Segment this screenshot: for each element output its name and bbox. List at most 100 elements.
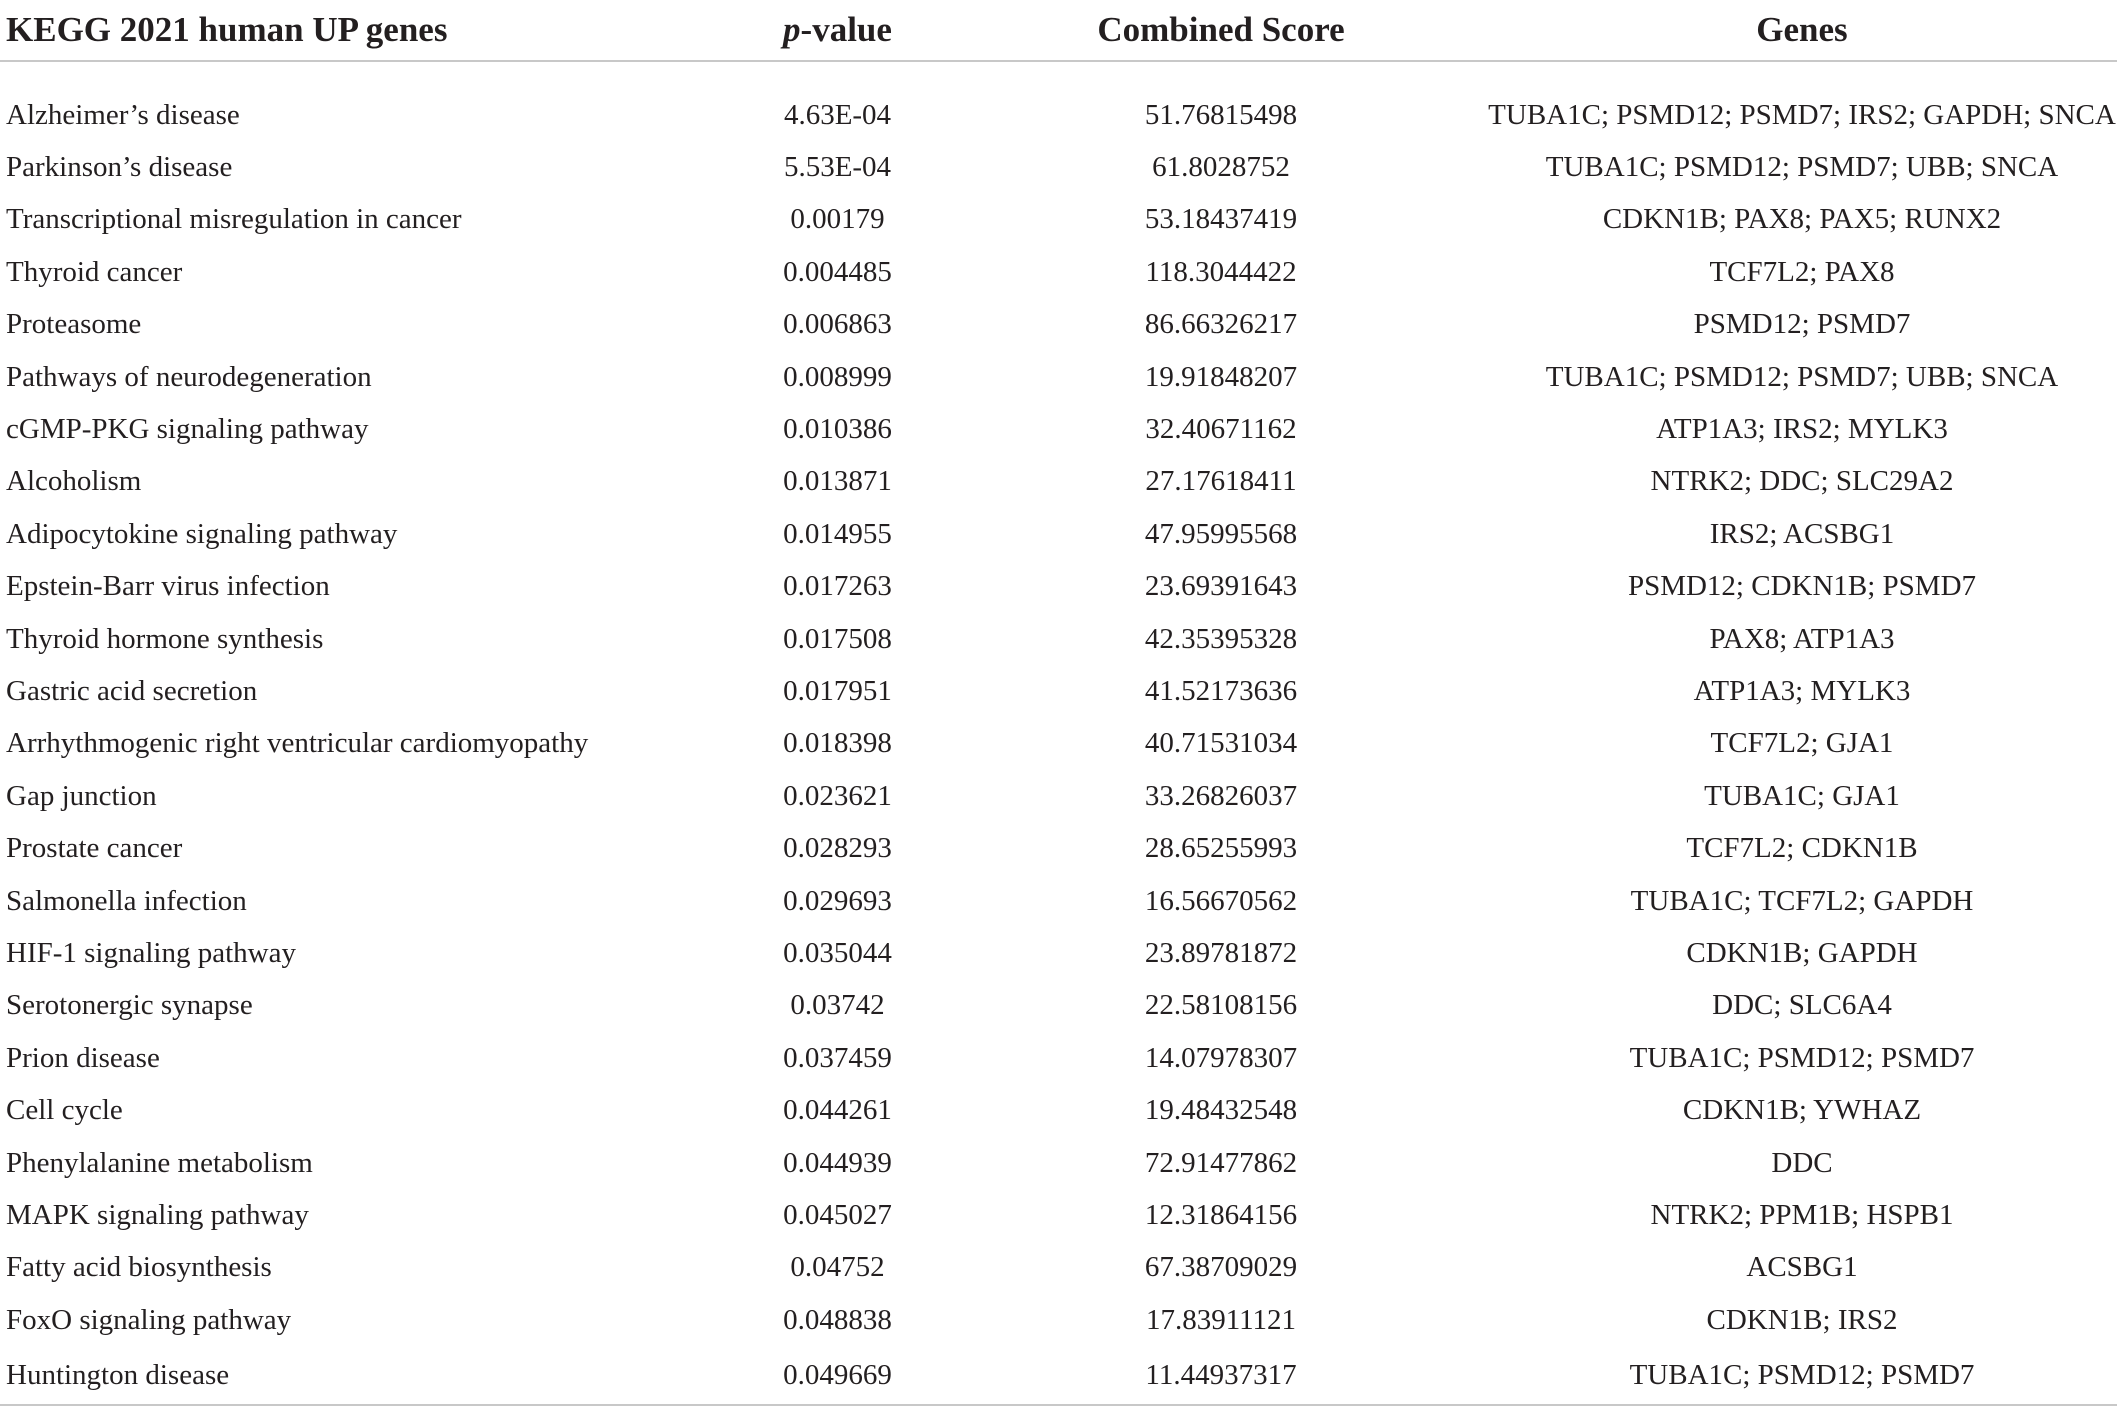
header-pvalue: p-value — [720, 0, 955, 62]
pathway-cell: Thyroid cancer — [6, 255, 183, 288]
combined-score-cell: 22.58108156 — [1144, 989, 1298, 1022]
header-spacer — [0, 61, 2117, 89]
combined-score-cell: 32.40671162 — [1145, 413, 1297, 446]
combined-score-cell: 61.8028752 — [1152, 151, 1290, 184]
pvalue-cell: 0.044939 — [783, 1146, 892, 1179]
pathway-cell: Prion disease — [6, 1041, 160, 1074]
pathway-cell: Prostate cancer — [6, 832, 183, 865]
pathway-cell: cGMP-PKG signaling pathway — [6, 413, 369, 446]
header-pathway: KEGG 2021 human UP genes — [0, 0, 720, 62]
combined-score-cell: 67.38709029 — [1144, 1251, 1298, 1284]
header-pvalue-rest: -value — [800, 10, 892, 49]
combined-score-cell: 41.52173636 — [1144, 674, 1298, 707]
pvalue-cell: 0.049669 — [720, 1346, 955, 1407]
genes-cell: ATP1A3; IRS2; MYLK3 — [1656, 413, 1948, 446]
combined-score-cell: 14.07978307 — [1144, 1041, 1298, 1074]
table-row: Gastric acid secretion 0.017951 41.5217363… — [0, 665, 2117, 717]
pvalue-cell: 0.006863 — [783, 308, 892, 341]
genes-cell: DDC; SLC6A4 — [1712, 989, 1892, 1022]
table-row: FoxO signaling pathway 0.048838 17.8391112… — [0, 1294, 2117, 1346]
pathway-cell: Serotonergic synapse — [6, 989, 253, 1022]
pathway-cell: MAPK signaling pathway — [6, 1198, 309, 1231]
table-row: Salmonella infection 0.029693 16.56670562 T… — [0, 875, 2117, 927]
pvalue-cell: 0.035044 — [783, 936, 892, 969]
table-row: Huntington disease 0.049669 11.44937317 TUB… — [0, 1346, 2117, 1407]
table-row: Serotonergic synapse 0.03742 22.58108156 DD… — [0, 980, 2117, 1032]
genes-cell: CDKN1B; PAX8; PAX5; RUNX2 — [1602, 203, 2002, 236]
table-row: cGMP-PKG signaling pathway 0.010386 32.406… — [0, 403, 2117, 455]
pvalue-cell: 4.63E-04 — [783, 98, 892, 131]
combined-score-cell: 23.69391643 — [1144, 570, 1298, 603]
genes-cell: DDC — [1771, 1146, 1833, 1179]
genes-cell: CDKN1B; GAPDH — [1686, 936, 1918, 969]
genes-cell: ACSBG1 — [1746, 1251, 1858, 1284]
genes-cell: CDKN1B; YWHAZ — [1682, 1094, 1922, 1127]
pathway-cell: Phenylalanine metabolism — [6, 1146, 313, 1179]
genes-cell: TCF7L2; PAX8 — [1709, 255, 1895, 288]
pvalue-cell: 0.017508 — [783, 622, 892, 655]
pathway-cell: Cell cycle — [6, 1094, 123, 1127]
genes-cell: TCF7L2; GJA1 — [1710, 727, 1894, 760]
pvalue-cell: 0.018398 — [783, 727, 892, 760]
table-row: Phenylalanine metabolism 0.044939 72.91477… — [0, 1137, 2117, 1189]
pvalue-cell: 0.044261 — [783, 1094, 892, 1127]
table-row: Thyroid hormone synthesis 0.017508 42.3539… — [0, 613, 2117, 665]
combined-score-cell: 16.56670562 — [1144, 884, 1298, 917]
combined-score-cell: 118.3044422 — [1145, 255, 1297, 288]
genes-cell: PSMD12; CDKN1B; PSMD7 — [1627, 570, 1977, 603]
combined-score-cell: 47.95995568 — [1144, 517, 1298, 550]
pvalue-cell: 0.048838 — [783, 1303, 892, 1336]
genes-cell: TCF7L2; CDKN1B — [1686, 832, 1918, 865]
combined-score-cell: 19.91848207 — [1144, 360, 1298, 393]
pathway-cell: Epstein-Barr virus infection — [6, 570, 330, 603]
genes-cell: TUBA1C; TCF7L2; GAPDH — [1630, 884, 1974, 917]
combined-score-cell: 12.31864156 — [1144, 1198, 1298, 1231]
pathway-cell: HIF-1 signaling pathway — [6, 936, 296, 969]
pvalue-cell: 0.014955 — [783, 517, 892, 550]
table-row: Pathways of neurodegeneration 0.008999 19.… — [0, 351, 2117, 403]
combined-score-cell: 40.71531034 — [1144, 727, 1298, 760]
pvalue-cell: 0.028293 — [783, 832, 892, 865]
pvalue-cell: 0.010386 — [783, 413, 892, 446]
pathway-cell: FoxO signaling pathway — [6, 1303, 292, 1336]
pathway-cell: Arrhythmogenic right ventricular cardiom… — [6, 727, 589, 760]
table-row: Prostate cancer 0.028293 28.65255993 TCF7L2… — [0, 822, 2117, 874]
table-row: Epstein-Barr virus infection 0.017263 23.6… — [0, 561, 2117, 613]
combined-score-cell: 28.65255993 — [1144, 832, 1298, 865]
pvalue-cell: 0.004485 — [783, 255, 892, 288]
genes-cell: ATP1A3; MYLK3 — [1693, 674, 1911, 707]
genes-cell: CDKN1B; IRS2 — [1706, 1303, 1898, 1336]
header-pvalue-italic: p — [783, 10, 801, 49]
genes-cell: NTRK2; DDC; SLC29A2 — [1650, 465, 1954, 498]
genes-cell: NTRK2; PPM1B; HSPB1 — [1650, 1198, 1954, 1231]
genes-cell: TUBA1C; PSMD12; PSMD7 — [1629, 1041, 1975, 1074]
pvalue-cell: 0.045027 — [783, 1198, 892, 1231]
combined-score-cell: 33.26826037 — [1144, 779, 1298, 812]
pvalue-cell: 0.03742 — [790, 989, 885, 1022]
table-row: Adipocytokine signaling pathway 0.014955 4… — [0, 508, 2117, 560]
table-row: Prion disease 0.037459 14.07978307 TUBA1C; … — [0, 1032, 2117, 1084]
table-row: Transcriptional misregulation in cancer 0… — [0, 194, 2117, 246]
genes-cell: PAX8; ATP1A3 — [1709, 622, 1895, 655]
combined-score-cell: 19.48432548 — [1144, 1094, 1298, 1127]
pvalue-cell: 0.037459 — [783, 1041, 892, 1074]
pathway-cell: Fatty acid biosynthesis — [6, 1251, 272, 1284]
combined-score-cell: 51.76815498 — [1144, 98, 1298, 131]
table-row: Arrhythmogenic right ventricular cardiom… — [0, 718, 2117, 770]
genes-cell: TUBA1C; PSMD12; PSMD7; IRS2; GAPDH; SNCA — [1488, 98, 2116, 131]
pvalue-cell: 0.04752 — [790, 1251, 885, 1284]
table-row: Thyroid cancer 0.004485 118.3044422 TCF7L2;… — [0, 246, 2117, 298]
pathway-cell: Salmonella infection — [6, 884, 247, 917]
table-row: MAPK signaling pathway 0.045027 12.3186415… — [0, 1189, 2117, 1241]
pathway-cell: Alzheimer’s disease — [6, 98, 240, 131]
pathway-cell: Alcoholism — [6, 465, 142, 498]
pathway-cell: Pathways of neurodegeneration — [6, 360, 372, 393]
table-row: HIF-1 signaling pathway 0.035044 23.897818… — [0, 927, 2117, 979]
pvalue-cell: 0.013871 — [783, 465, 892, 498]
combined-score-cell: 86.66326217 — [1144, 308, 1298, 341]
pathway-cell: Huntington disease — [0, 1346, 720, 1407]
table-header: KEGG 2021 human UP genes p-value Combine… — [0, 0, 2117, 62]
pvalue-cell: 0.00179 — [790, 203, 885, 236]
header-combined-score: Combined Score — [955, 0, 1487, 62]
